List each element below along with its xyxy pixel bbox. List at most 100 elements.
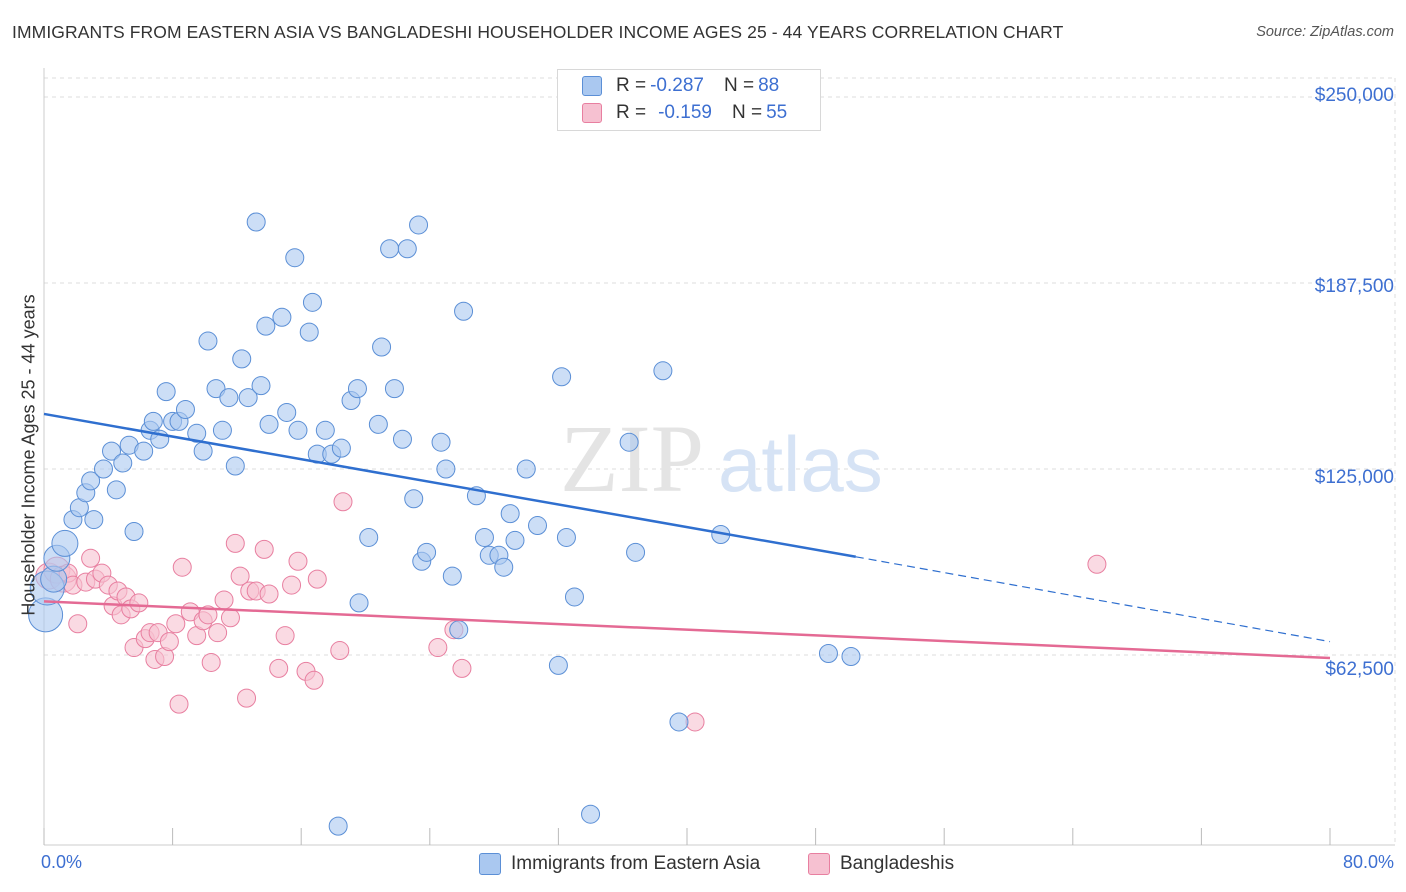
- eastern-asia-point: [372, 337, 392, 357]
- bangladeshis-point: [282, 575, 302, 595]
- bangladeshis-point: [428, 638, 448, 658]
- trend-lines: [43, 412, 1331, 660]
- eastern-asia-point: [259, 414, 279, 434]
- eastern-asia-point: [302, 292, 322, 312]
- y-tick-label: $250,000: [1314, 85, 1394, 106]
- bangladeshis-point: [230, 566, 250, 586]
- bottom-legend-label: Bangladeshis: [840, 853, 955, 874]
- eastern-asia-point: [175, 399, 195, 419]
- eastern-asia-point: [392, 429, 412, 449]
- eastern-asia-point: [102, 441, 122, 461]
- eastern-asia-point: [246, 212, 266, 232]
- bangladeshis-point: [254, 539, 274, 559]
- eastern-asia-point: [397, 239, 417, 259]
- correlation-legend: R = -0.287 N = 88 R = -0.159 N = 55: [557, 69, 821, 131]
- source-label: Source: ZipAtlas.com: [1256, 24, 1394, 40]
- eastern-asia-point: [315, 420, 335, 440]
- eastern-asia-point: [81, 471, 101, 491]
- bangladeshis-point: [81, 548, 101, 568]
- eastern-asia-trend-extension: [855, 556, 1331, 643]
- x-tick-label-max: 80.0%: [1342, 852, 1394, 872]
- eastern-asia-point: [564, 587, 584, 607]
- watermark: ZIP atlas: [560, 405, 883, 512]
- bangladeshis-point: [304, 670, 324, 690]
- eastern-asia-point: [328, 816, 348, 836]
- eastern-asia-point: [93, 459, 113, 479]
- bangladeshis-point: [198, 605, 218, 625]
- series-bangladeshis-points: [35, 492, 1107, 732]
- bangladeshis-point: [288, 551, 308, 571]
- eastern-asia-point: [409, 215, 429, 235]
- eastern-asia-point: [380, 239, 400, 259]
- eastern-asia-point: [505, 530, 525, 550]
- eastern-asia-point: [225, 456, 245, 476]
- legend-n-label: N =: [723, 75, 755, 96]
- eastern-asia-point: [653, 361, 673, 381]
- eastern-asia-point: [436, 459, 456, 479]
- eastern-asia-point: [156, 382, 176, 402]
- eastern-asia-point: [198, 331, 218, 351]
- bangladeshis-point: [166, 614, 186, 634]
- eastern-asia-point: [285, 248, 305, 268]
- eastern-asia-point: [347, 379, 367, 399]
- bottom-legend-eastern-asia: Immigrants from Eastern Asia: [479, 851, 760, 877]
- eastern-asia-point: [556, 527, 576, 547]
- legend-row-eastern-asia: R = -0.287 N = 88: [582, 74, 779, 98]
- y-tick-label: $187,500: [1314, 276, 1394, 297]
- bottom-legend-swatch-blue: [479, 853, 501, 875]
- bangladeshis-point: [1087, 554, 1107, 574]
- legend-r-label: R =: [616, 102, 647, 123]
- eastern-asia-point: [238, 388, 258, 408]
- eastern-asia-point: [417, 542, 437, 562]
- bangladeshis-point: [307, 569, 327, 589]
- eastern-asia-point: [818, 644, 838, 664]
- legend-n-label: N =: [731, 102, 763, 123]
- eastern-asia-point: [134, 441, 154, 461]
- eastern-asia-point: [272, 307, 292, 327]
- watermark-atlas: atlas: [718, 420, 883, 508]
- eastern-asia-point: [106, 480, 126, 500]
- eastern-asia-point: [581, 804, 601, 824]
- bangladeshis-point: [169, 694, 189, 714]
- y-tick-label: $62,500: [1325, 659, 1394, 680]
- legend-r-label: R =: [616, 75, 647, 96]
- eastern-asia-point: [368, 414, 388, 434]
- legend-n-value: 55: [766, 102, 788, 123]
- bangladeshis-point: [330, 641, 350, 661]
- eastern-asia-point: [288, 420, 308, 440]
- eastern-asia-point: [449, 620, 469, 640]
- legend-swatch-pink: [582, 103, 602, 123]
- bangladeshis-point: [214, 590, 234, 610]
- eastern-asia-point: [299, 322, 319, 342]
- y-axis-title: Householder Income Ages 25 - 44 years: [18, 294, 39, 616]
- bangladeshis-point: [685, 712, 705, 732]
- bangladeshis-point: [225, 533, 245, 553]
- eastern-asia-point: [349, 593, 369, 613]
- legend-r-value: -0.287: [650, 75, 704, 96]
- bangladeshis-point: [220, 608, 240, 628]
- bottom-legend-bangladeshis: Bangladeshis: [808, 851, 954, 877]
- eastern-asia-point: [841, 646, 861, 666]
- eastern-asia-point: [454, 301, 474, 321]
- eastern-asia-point: [404, 489, 424, 509]
- eastern-asia-point: [331, 438, 351, 458]
- eastern-asia-point: [232, 349, 252, 369]
- eastern-asia-point: [251, 376, 271, 396]
- eastern-asia-point: [500, 504, 520, 524]
- eastern-asia-point: [494, 557, 514, 577]
- y-tick-label: $125,000: [1314, 467, 1394, 488]
- eastern-asia-point: [626, 542, 646, 562]
- bangladeshis-point: [275, 626, 295, 646]
- series-eastern-asia-points: [28, 212, 861, 836]
- bangladeshis-point: [452, 658, 472, 678]
- chart-title: IMMIGRANTS FROM EASTERN ASIA VS BANGLADE…: [12, 22, 1064, 42]
- bangladeshis-trend-line: [43, 600, 1331, 660]
- eastern-asia-point: [212, 420, 232, 440]
- bangladeshis-point: [201, 652, 221, 672]
- eastern-asia-point: [256, 316, 276, 336]
- eastern-asia-point: [359, 527, 379, 547]
- eastern-asia-point: [84, 510, 104, 530]
- x-tick-label-min: 0.0%: [41, 852, 83, 872]
- bangladeshis-point: [129, 593, 149, 613]
